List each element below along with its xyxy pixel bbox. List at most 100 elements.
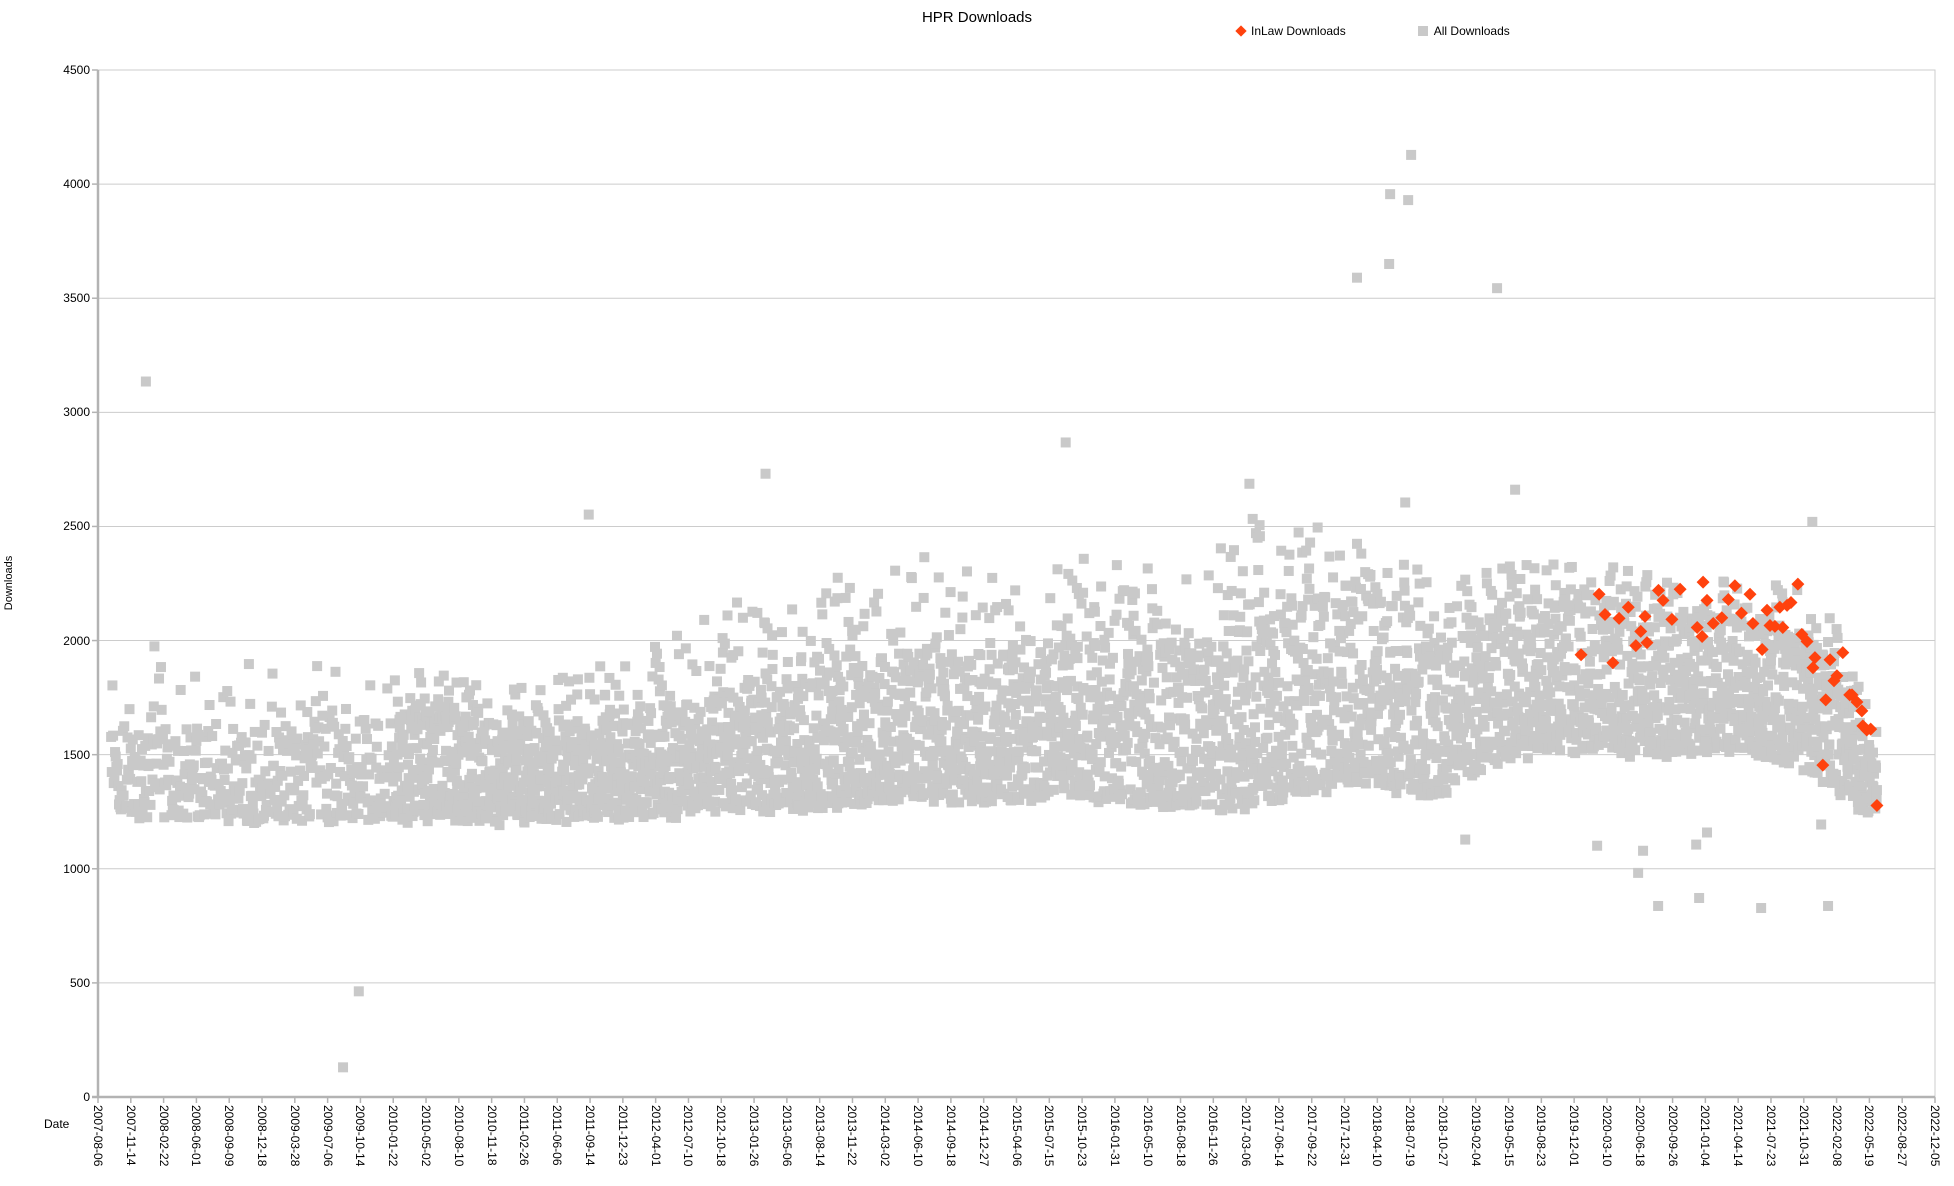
all-downloads-point [1234, 732, 1245, 743]
all-downloads-point [1824, 739, 1835, 750]
all-downloads-point [175, 684, 186, 695]
all-downloads-point [1461, 742, 1472, 753]
all-downloads-point [1156, 695, 1167, 706]
all-downloads-point [1086, 670, 1097, 681]
all-downloads-point [1306, 717, 1317, 728]
all-downloads-point [404, 777, 415, 788]
all-downloads-point [1501, 689, 1512, 700]
all-downloads-point [1627, 658, 1638, 669]
all-downloads-point [754, 801, 765, 812]
all-downloads-point [544, 726, 555, 737]
all-downloads-point [1427, 789, 1438, 800]
all-downloads-point [1067, 759, 1078, 770]
all-downloads-point [665, 701, 676, 712]
all-downloads-point [500, 734, 511, 745]
all-downloads-point [318, 690, 329, 701]
all-downloads-point [204, 700, 215, 711]
all-downloads-point [899, 691, 910, 702]
all-downloads-point [945, 587, 956, 598]
all-downloads-point [1070, 710, 1081, 721]
all-downloads-point [1213, 656, 1224, 667]
all-downloads-point [879, 661, 890, 672]
all-downloads-point [1665, 623, 1676, 634]
all-downloads-point [358, 781, 369, 792]
all-downloads-point [1181, 574, 1192, 585]
all-downloads-point [1852, 764, 1863, 775]
all-downloads-point [529, 743, 540, 754]
all-downloads-point [1181, 784, 1192, 795]
all-downloads-point [222, 686, 233, 697]
all-downloads-point [515, 784, 526, 795]
all-downloads-point [1024, 678, 1035, 689]
all-downloads-point [1304, 563, 1315, 574]
all-downloads-point [1305, 537, 1316, 548]
all-downloads-point [384, 801, 395, 812]
all-downloads-point [1280, 729, 1291, 740]
all-downloads-point [903, 651, 914, 662]
all-downloads-point [666, 717, 677, 728]
all-downloads-point [1674, 677, 1685, 688]
all-downloads-point [1059, 783, 1070, 794]
all-downloads-point [716, 742, 727, 753]
all-downloads-point [133, 799, 144, 810]
all-downloads-point [1291, 786, 1302, 797]
all-downloads-point [1759, 666, 1770, 677]
all-downloads-point [1382, 695, 1393, 706]
all-downloads-point [762, 623, 773, 634]
all-downloads-point [473, 707, 484, 718]
all-downloads-point [383, 750, 394, 761]
all-downloads-point [119, 721, 130, 732]
all-downloads-point [1139, 748, 1150, 759]
all-downloads-point [1599, 603, 1610, 614]
all-downloads-point [1364, 685, 1375, 696]
all-downloads-point [852, 726, 863, 737]
all-downloads-point [1462, 749, 1473, 760]
all-downloads-point [414, 668, 425, 679]
all-downloads-point [1190, 675, 1201, 686]
all-downloads-point [1226, 744, 1237, 755]
all-downloads-point [656, 749, 667, 760]
all-downloads-point [987, 789, 998, 800]
all-downloads-point [1571, 728, 1582, 739]
all-downloads-point [1634, 675, 1645, 686]
all-downloads-point [671, 630, 682, 641]
all-downloads-point [1387, 601, 1398, 612]
all-downloads-point [1544, 638, 1555, 649]
all-downloads-point [438, 670, 449, 681]
all-downloads-point [954, 797, 965, 808]
all-downloads-point [1513, 648, 1524, 659]
all-downloads-point [1267, 766, 1278, 777]
all-downloads-point [1368, 768, 1379, 779]
all-downloads-point [1590, 595, 1601, 606]
all-downloads-point [1808, 736, 1819, 747]
all-downloads-point [1773, 695, 1784, 706]
all-downloads-point [1579, 688, 1590, 699]
all-downloads-point [1094, 766, 1105, 777]
all-downloads-point [857, 660, 868, 671]
all-downloads-point [957, 591, 968, 602]
all-downloads-point [656, 680, 667, 691]
all-downloads-point [1505, 670, 1516, 681]
all-downloads-point [202, 757, 213, 768]
all-downloads-point [1501, 646, 1512, 657]
all-downloads-point [490, 765, 501, 776]
all-downloads-point [213, 778, 224, 789]
all-downloads-point [1293, 675, 1304, 686]
all-downloads-point [1723, 669, 1734, 680]
all-downloads-point [663, 708, 674, 719]
all-downloads-point [1009, 719, 1020, 730]
all-downloads-point [1080, 685, 1091, 696]
all-downloads-point [1078, 553, 1089, 564]
all-downloads-point [1231, 699, 1242, 710]
all-downloads-point [1372, 646, 1383, 657]
all-downloads-point [585, 763, 596, 774]
all-downloads-point [1580, 608, 1591, 619]
all-downloads-point [1369, 692, 1380, 703]
all-downloads-point [1073, 750, 1084, 761]
all-downloads-point [1204, 763, 1215, 774]
all-downloads-point [1163, 760, 1174, 771]
all-downloads-point [1462, 586, 1473, 597]
all-downloads-point [1237, 682, 1248, 693]
all-downloads-point [1131, 756, 1142, 767]
all-downloads-point [112, 759, 123, 770]
